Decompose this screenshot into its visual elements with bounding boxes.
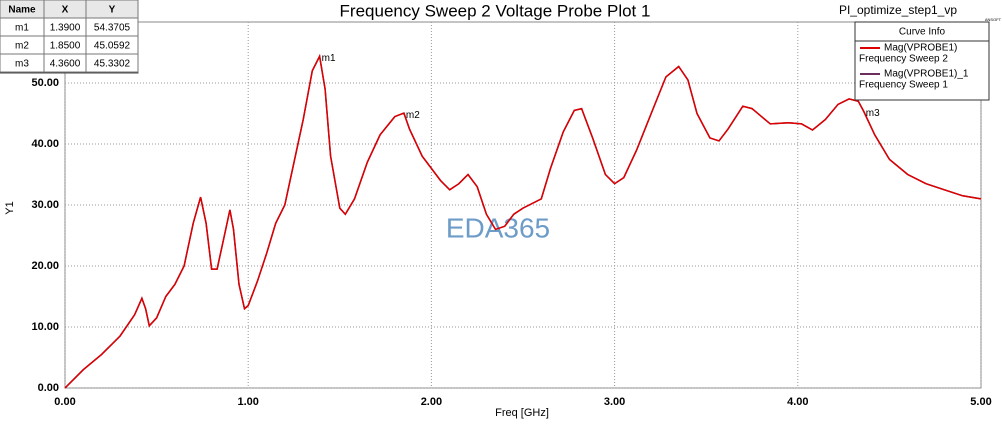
y-tick-label: 40.00	[31, 138, 59, 150]
y-tick-label: 10.00	[31, 321, 59, 333]
y-tick-label: 20.00	[31, 260, 59, 272]
x-tick-label: 3.00	[604, 396, 625, 408]
table-cell-text: 4.3600	[50, 59, 81, 70]
y-axis-label: Y1	[4, 201, 16, 214]
legend-sweep: Frequency Sweep 2	[859, 54, 948, 65]
table-cell-text: m3	[15, 59, 29, 70]
marker-label: m1	[322, 53, 336, 64]
legend-box	[854, 21, 990, 101]
marker-label: m2	[406, 110, 420, 121]
legend-title: Curve Info	[899, 27, 946, 38]
marker-label: m3	[866, 108, 880, 119]
table-cell-text: 1.3900	[50, 23, 81, 34]
legend-sweep: Frequency Sweep 1	[859, 80, 948, 91]
y-tick-label: 0.00	[38, 382, 59, 394]
table-header: Y	[109, 5, 116, 16]
table-cell-text: m1	[15, 23, 29, 34]
x-axis-label: Freq [GHz]	[495, 407, 549, 419]
legend-label: Mag(VPROBE1)_1	[884, 69, 969, 80]
table-cell-text: 45.3302	[94, 59, 131, 70]
y-tick-label: 50.00	[31, 77, 59, 89]
table-header: X	[62, 5, 69, 16]
logo: ANSOFT	[985, 17, 1002, 22]
design-name: PI_optimize_step1_vp	[839, 3, 957, 17]
table-header: Name	[8, 5, 36, 16]
x-tick-label: 1.00	[237, 396, 258, 408]
x-tick-label: 5.00	[970, 396, 991, 408]
series-line	[64, 53, 982, 389]
table-cell-text: m2	[15, 41, 29, 52]
table-cell-text: 1.8500	[50, 41, 81, 52]
x-tick-label: 4.00	[787, 396, 808, 408]
chart-title: Frequency Sweep 2 Voltage Probe Plot 1	[340, 1, 651, 20]
table-cell	[85, 53, 139, 73]
legend-label: Mag(VPROBE1)	[884, 43, 957, 54]
x-tick-label: 0.00	[54, 396, 75, 408]
y-tick-label: 30.00	[31, 199, 59, 211]
table-cell-text: 54.3705	[94, 23, 131, 34]
x-tick-label: 2.00	[421, 396, 442, 408]
table-cell-text: 45.0592	[94, 41, 131, 52]
